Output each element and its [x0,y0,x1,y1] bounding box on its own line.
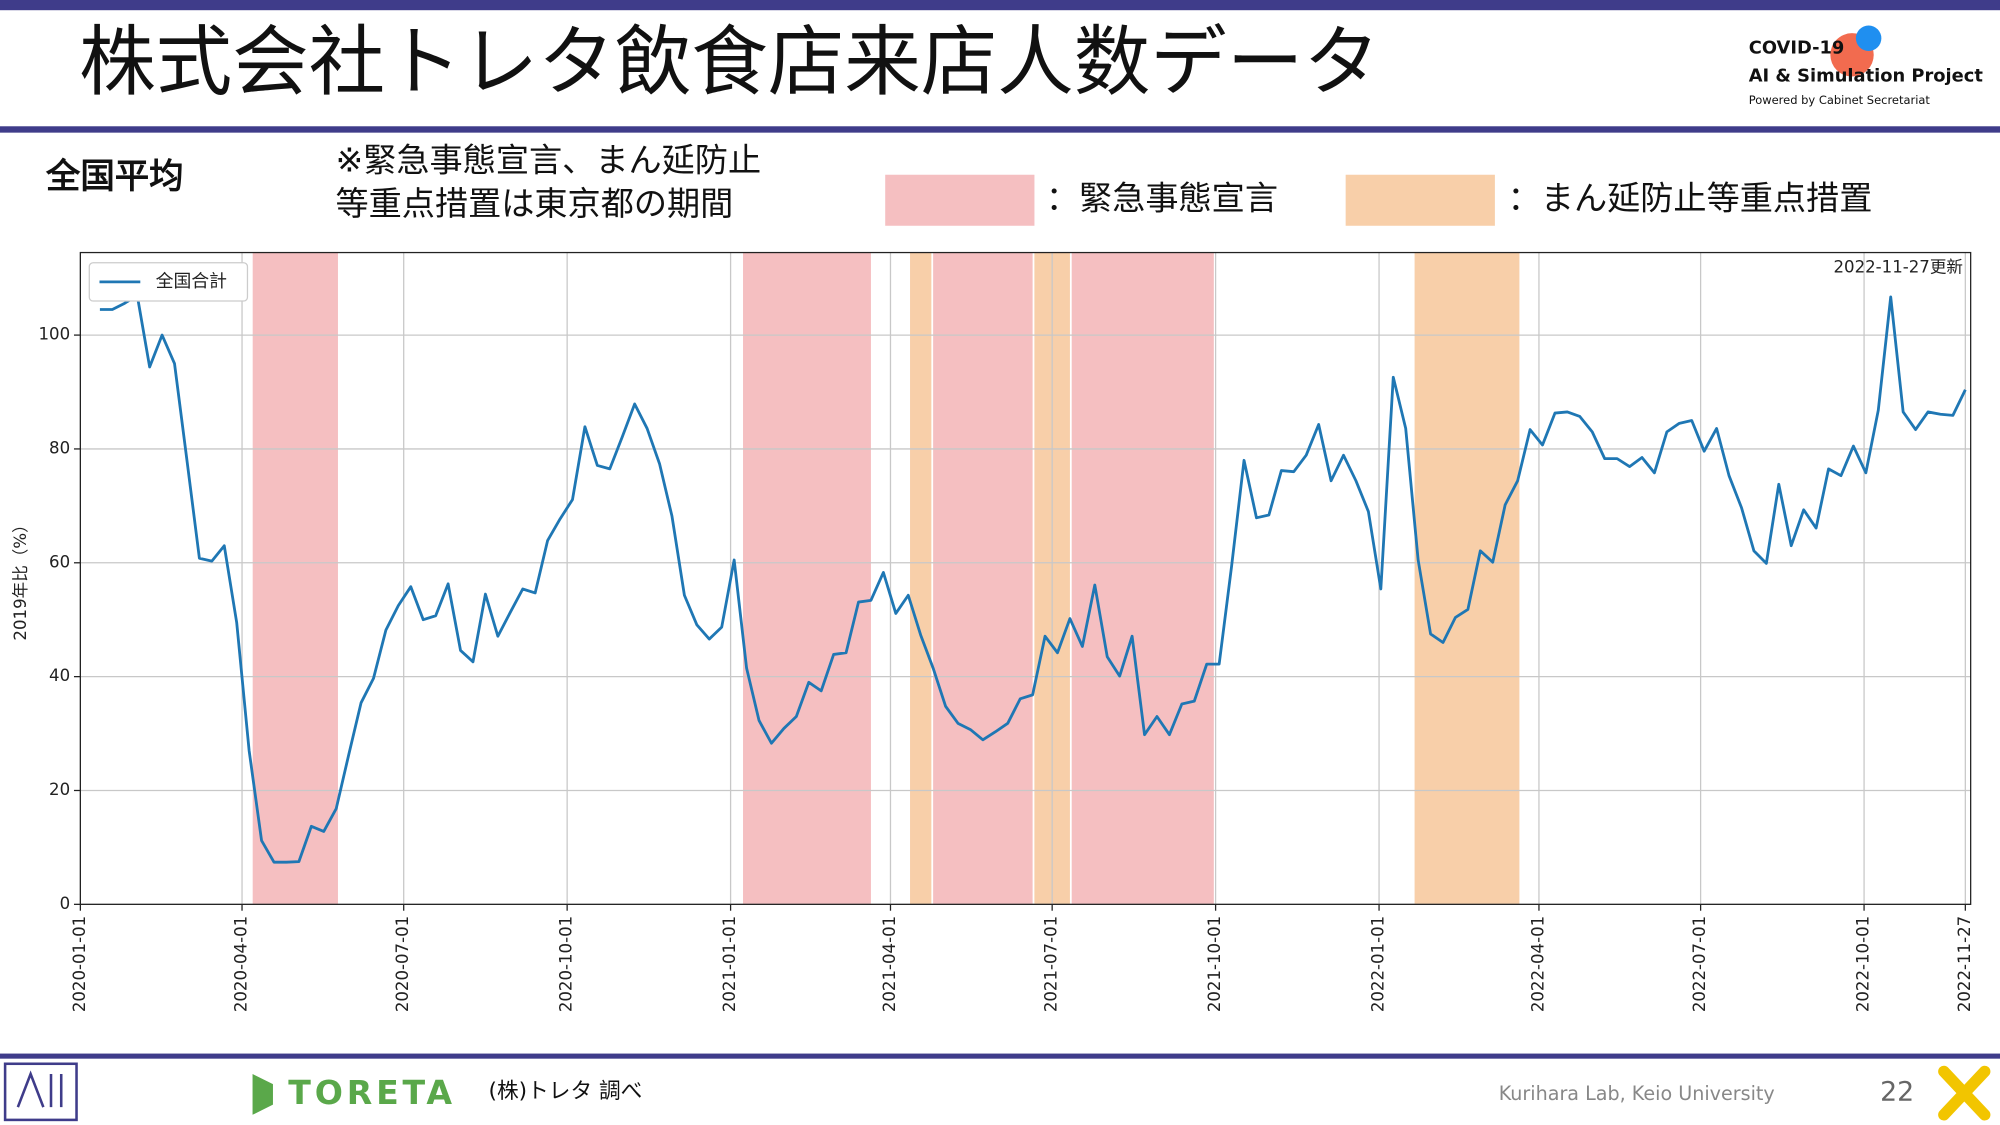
x-tick-label: 2022-11-27 [1955,916,1974,1012]
x-tick-label: 2020-04-01 [232,916,251,1012]
lab-logo [3,1062,78,1122]
logo-dot [1855,25,1882,52]
lab-logo [16,1070,63,1108]
y-tick-label: 0 [60,894,71,913]
y-tick-label: 20 [49,780,70,799]
period-band [933,252,1033,905]
footer-brand: TORETA [288,1073,456,1112]
title-rule [0,126,2000,133]
y-tick-label: 80 [49,438,70,457]
x-tick-label: 2021-01-01 [720,916,739,1012]
x-tick-label: 2021-07-01 [1042,916,1061,1012]
x-tick-label: 2022-07-01 [1690,916,1709,1012]
period-band [252,252,338,905]
x-tick-label: 2022-01-01 [1369,916,1388,1012]
note: ※緊急事態宣言、まん延防止 [335,140,761,179]
x-tick-label: 2020-07-01 [393,916,412,1012]
footer-rule [0,1053,2000,1059]
page-number: 22 [1880,1077,1914,1108]
x-tick-label: 2022-10-01 [1854,916,1873,1012]
y-axis-label: 2019年比（%） [11,516,30,640]
top-bar [0,0,2000,11]
y-tick-label: 60 [49,552,70,571]
logo-text: Powered by Cabinet Secretariat [1749,93,1931,107]
section-label: 全国平均 [45,157,184,197]
corner-icon [1938,1065,1991,1121]
plot-frame [79,251,1972,905]
x-tick-label: 2021-10-01 [1205,916,1224,1012]
period-band [1414,252,1520,905]
period-band [910,252,932,905]
x-tick-label: 2021-04-01 [880,916,899,1012]
logo-text: COVID-19 [1749,37,1845,58]
x-tick-label: 2020-01-01 [70,916,89,1012]
y-tick-label: 40 [49,666,70,685]
footer-source: (株)トレタ 調べ [489,1079,643,1104]
x-tick-label: 2020-10-01 [557,916,576,1012]
update-note: 2022-11-27更新 [1833,257,1963,276]
x-tick-label: 2022-04-01 [1528,916,1547,1012]
period-legend-swatch [885,174,1035,226]
period-band [743,252,871,905]
footer-lab: Kurihara Lab, Keio University [1499,1082,1775,1105]
logo-text: AI & Simulation Project [1749,66,1984,87]
y-tick-label: 100 [38,325,70,344]
legend-box [88,262,249,302]
note: 等重点措置は東京都の期間 [335,184,733,223]
legend-label: 全国合計 [156,271,228,292]
period-legend-label: ：緊急事態宣言 [1046,179,1278,218]
period-legend-label: ：まん延防止等重点措置 [1508,179,1873,218]
toreta-icon [252,1073,273,1115]
period-band [1071,252,1214,905]
data-line [99,293,1967,864]
period-legend-swatch [1345,174,1495,226]
slide-title: 株式会社トレタ飲食店来店人数データ [79,19,1380,108]
